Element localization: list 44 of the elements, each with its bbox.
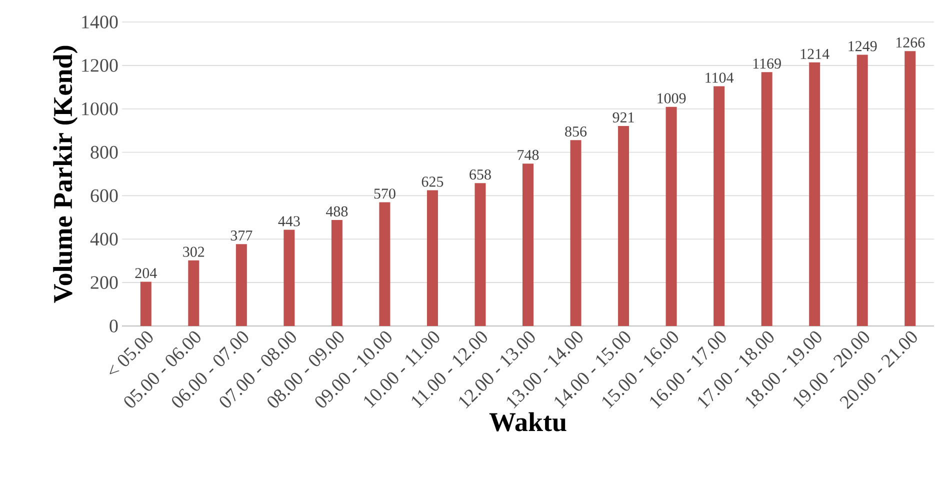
data-label: 204: [135, 268, 157, 278]
data-label: 1214: [800, 48, 830, 59]
bar: [809, 62, 820, 326]
bar: [379, 202, 390, 326]
bar: [140, 282, 152, 326]
bar: [618, 126, 630, 326]
data-label: 1169: [753, 58, 781, 69]
bar: [856, 54, 868, 326]
bar: [474, 183, 486, 326]
bar: [714, 86, 725, 326]
data-label: 625: [422, 176, 444, 187]
data-label: 570: [374, 188, 396, 199]
data-label: 377: [230, 230, 252, 241]
bar: [522, 164, 534, 326]
bar: [570, 140, 582, 326]
data-label: 488: [326, 206, 348, 216]
y-tick-label: 1400: [82, 16, 118, 28]
y-axis-title: Volume Parkir (Kend): [53, 46, 78, 303]
data-label: 921: [612, 112, 634, 122]
y-tick-label: 200: [90, 276, 118, 289]
bar: [284, 230, 295, 326]
bar: [666, 106, 677, 326]
x-axis-title: Waktu: [489, 412, 566, 432]
bar: [331, 220, 342, 326]
data-label: 1266: [896, 37, 925, 48]
bar: [761, 72, 772, 326]
bar: [236, 244, 247, 326]
y-tick-label: 400: [90, 232, 118, 246]
data-label: 748: [518, 150, 539, 160]
y-tick-label: 1000: [82, 102, 118, 116]
data-label: 1009: [658, 93, 686, 104]
y-tick-label: 600: [90, 189, 118, 202]
bar: [904, 51, 916, 326]
bar: [188, 260, 200, 326]
data-label: 658: [470, 169, 491, 180]
y-tick-label: 1200: [82, 59, 118, 72]
data-label: 443: [278, 216, 300, 226]
data-label: 856: [565, 126, 587, 137]
data-label: 302: [183, 246, 204, 257]
data-label: 1104: [706, 72, 734, 83]
y-tick-label: 800: [90, 146, 118, 159]
bar: [426, 190, 438, 326]
y-tick-label: 0: [110, 320, 118, 332]
data-label: 1249: [848, 41, 877, 52]
